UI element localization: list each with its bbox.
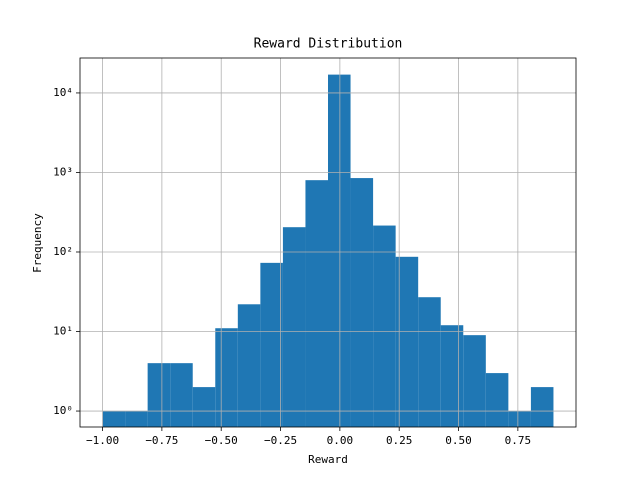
bar [170,363,193,427]
bar [418,297,441,427]
bar [192,387,216,427]
bar [305,180,328,427]
y-tick-label: 10¹ [53,325,73,338]
x-tick-label: −1.00 [86,434,119,447]
x-tick-label: −0.50 [205,434,238,447]
x-tick-label: 0.00 [327,434,354,447]
x-tick-label: 0.25 [386,434,413,447]
y-axis-label: Frequency [31,213,44,273]
y-tick-label: 10⁴ [53,86,73,99]
bar [328,74,351,427]
bar [282,227,306,427]
bar [102,411,126,427]
chart-title: Reward Distribution [254,37,403,52]
bar [485,373,509,427]
bar [125,411,148,427]
bar [147,363,171,427]
bar [237,304,261,427]
bar [350,178,374,427]
bar [440,325,464,427]
x-tick-label: −0.25 [264,434,297,447]
y-tick-label: 10⁰ [53,404,73,417]
x-tick-label: 0.50 [445,434,472,447]
y-tick-label: 10³ [53,165,73,178]
bar [215,328,238,427]
bar [395,256,419,427]
plot-frame [79,57,577,428]
bar [508,411,531,427]
bar [530,387,554,427]
bar [463,335,486,427]
bar [260,262,283,427]
x-tick-label: 0.75 [505,434,532,447]
x-tick-label: −0.75 [145,434,178,447]
bar [373,225,396,427]
y-tick-label: 10² [53,245,73,258]
x-axis-label: Reward [308,453,348,466]
